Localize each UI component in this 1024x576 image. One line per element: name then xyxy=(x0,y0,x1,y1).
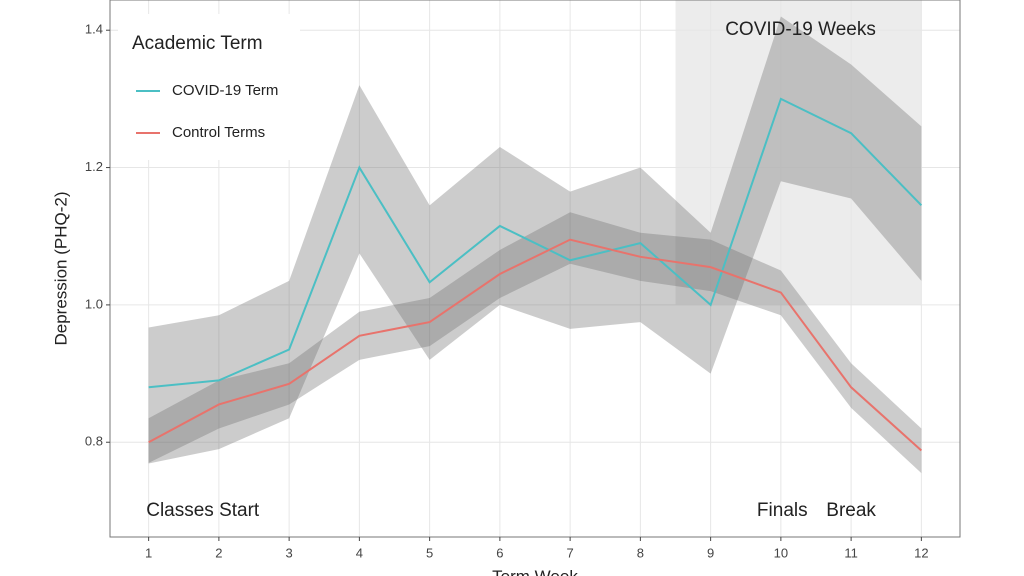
x-tick-label: 2 xyxy=(215,545,222,560)
covid-weeks-region xyxy=(675,0,922,305)
x-tick-label: 3 xyxy=(286,545,293,560)
x-tick-label: 9 xyxy=(707,545,714,560)
legend-label: Control Terms xyxy=(172,124,265,141)
series-line xyxy=(148,238,923,452)
series-line xyxy=(148,97,923,389)
x-tick-label: 6 xyxy=(496,545,503,560)
annotation: Break xyxy=(826,500,876,521)
confidence-band xyxy=(148,16,922,464)
x-tick-label: 12 xyxy=(914,545,928,560)
x-tick-label: 8 xyxy=(637,545,644,560)
x-tick-label: 10 xyxy=(774,545,788,560)
annotation: Classes Start xyxy=(146,500,260,521)
x-tick-label: 4 xyxy=(356,545,363,560)
y-tick-label: 1.2 xyxy=(85,159,103,174)
legend-title: Academic Term xyxy=(132,33,263,54)
annotation: COVID-19 Weeks xyxy=(725,19,876,40)
legend-label: COVID-19 Term xyxy=(172,82,278,99)
x-tick-label: 11 xyxy=(844,545,858,560)
x-tick-label: 5 xyxy=(426,545,433,560)
x-tick-label: 7 xyxy=(567,545,574,560)
x-tick-label: 1 xyxy=(145,545,152,560)
y-tick-label: 1.4 xyxy=(85,22,103,37)
confidence-band xyxy=(148,212,922,474)
y-tick-label: 1.0 xyxy=(85,296,103,311)
y-axis-label: Depression (PHQ-2) xyxy=(51,192,70,346)
x-axis-label: Term Week xyxy=(492,567,578,576)
annotation: Finals xyxy=(757,500,808,521)
panel-border xyxy=(109,0,961,538)
legend-box xyxy=(118,14,300,160)
y-tick-label: 0.8 xyxy=(85,434,103,449)
